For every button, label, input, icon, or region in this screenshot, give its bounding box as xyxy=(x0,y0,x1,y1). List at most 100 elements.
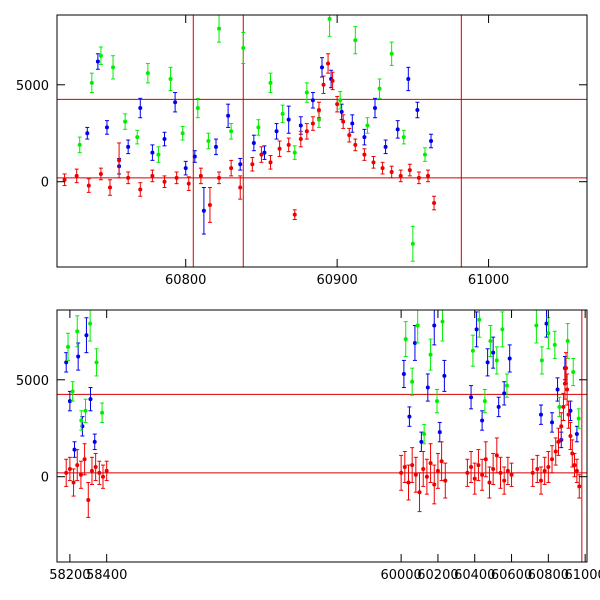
data-point xyxy=(426,169,430,183)
data-point xyxy=(483,441,488,478)
data-point xyxy=(383,139,388,155)
data-point xyxy=(362,128,367,146)
data-point xyxy=(217,171,222,185)
data-point xyxy=(72,441,77,458)
point-marker xyxy=(341,119,346,124)
point-marker xyxy=(399,470,404,475)
point-marker xyxy=(429,139,434,143)
point-marker xyxy=(280,111,285,116)
data-point xyxy=(82,443,87,476)
point-marker xyxy=(292,150,297,155)
point-marker xyxy=(111,65,116,70)
data-point xyxy=(502,466,507,495)
data-point xyxy=(422,423,427,445)
point-marker xyxy=(435,468,440,473)
data-point xyxy=(498,456,503,489)
point-marker xyxy=(557,404,562,409)
data-point xyxy=(138,182,143,197)
point-marker xyxy=(422,432,427,437)
point-marker xyxy=(552,342,557,347)
point-marker xyxy=(426,173,430,178)
point-marker xyxy=(425,385,430,390)
data-point xyxy=(198,167,203,185)
point-marker xyxy=(410,379,415,384)
data-point xyxy=(406,464,411,501)
point-marker xyxy=(550,457,555,462)
data-point xyxy=(407,163,412,177)
point-marker xyxy=(413,472,418,477)
data-point xyxy=(145,62,150,84)
point-marker xyxy=(298,123,303,128)
point-marker xyxy=(286,117,291,122)
data-point xyxy=(415,101,420,119)
data-point xyxy=(156,146,161,163)
data-point xyxy=(488,325,493,358)
data-point xyxy=(67,390,72,412)
point-marker xyxy=(138,187,143,192)
point-marker xyxy=(77,142,82,147)
data-point xyxy=(292,145,297,160)
point-marker xyxy=(542,468,547,473)
point-marker xyxy=(85,131,90,136)
point-marker xyxy=(286,142,291,147)
data-point xyxy=(401,359,406,389)
point-marker xyxy=(362,152,367,157)
point-marker xyxy=(507,356,512,361)
x-tick-label: 60600 xyxy=(491,568,532,583)
point-marker xyxy=(94,360,99,365)
point-marker xyxy=(406,76,411,81)
point-marker xyxy=(64,360,69,365)
x-tick-label: 60400 xyxy=(454,568,495,583)
point-marker xyxy=(555,387,560,392)
point-marker xyxy=(217,175,222,180)
point-marker xyxy=(86,497,91,502)
point-marker xyxy=(192,154,197,159)
data-series xyxy=(62,53,437,223)
data-point xyxy=(238,175,243,200)
data-point xyxy=(98,46,103,65)
data-point xyxy=(135,129,140,145)
data-point xyxy=(553,437,558,466)
point-marker xyxy=(494,453,499,458)
point-marker xyxy=(482,399,487,404)
point-marker xyxy=(535,466,540,471)
data-point xyxy=(371,156,376,169)
data-point xyxy=(298,130,303,148)
data-series xyxy=(77,15,427,262)
point-marker xyxy=(251,140,256,145)
data-point xyxy=(335,95,340,113)
point-marker xyxy=(565,387,570,392)
data-point xyxy=(577,474,582,499)
point-marker xyxy=(89,80,94,85)
data-point xyxy=(410,447,415,484)
point-marker xyxy=(565,339,570,344)
point-marker xyxy=(66,344,71,349)
point-marker xyxy=(326,61,331,66)
data-point xyxy=(183,160,188,176)
point-marker xyxy=(534,323,539,328)
data-point xyxy=(552,330,557,359)
point-marker xyxy=(480,418,485,423)
point-marker xyxy=(546,331,551,336)
point-marker xyxy=(410,241,415,246)
point-marker xyxy=(67,399,72,404)
point-marker xyxy=(442,373,447,378)
data-point xyxy=(173,92,178,113)
point-marker xyxy=(380,166,385,171)
point-marker xyxy=(480,472,485,477)
data-point xyxy=(256,119,261,136)
point-marker xyxy=(439,459,444,464)
data-point xyxy=(206,132,211,150)
x-tick-label: 60900 xyxy=(316,273,357,288)
data-point xyxy=(576,408,581,429)
data-point xyxy=(509,462,514,487)
point-marker xyxy=(268,80,273,85)
data-point xyxy=(280,104,285,124)
data-point xyxy=(100,402,105,423)
data-point xyxy=(94,348,99,377)
data-point xyxy=(564,352,569,385)
data-point xyxy=(111,55,116,80)
point-marker xyxy=(338,98,343,103)
point-marker xyxy=(435,399,440,404)
point-marker xyxy=(180,131,185,136)
